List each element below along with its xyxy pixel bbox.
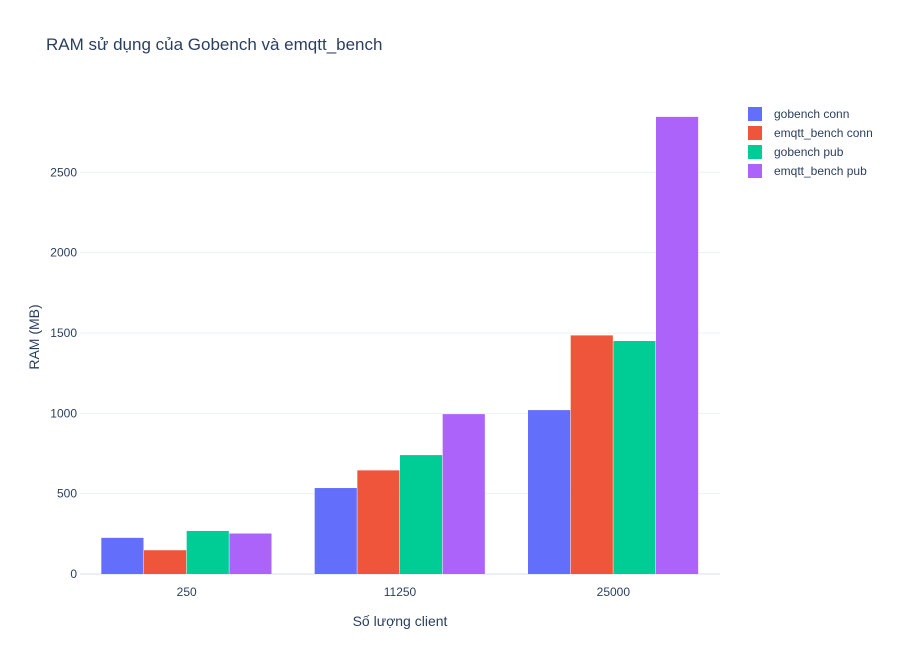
bar-gobench-conn-250[interactable] <box>101 537 144 574</box>
legend-label[interactable]: emqtt_bench pub <box>774 164 867 178</box>
legend-swatch[interactable] <box>748 107 762 121</box>
bar-gobench-pub-11250[interactable] <box>400 455 443 574</box>
chart-title: RAM sử dụng của Gobench và emqtt_bench <box>46 35 382 54</box>
legend-swatch[interactable] <box>748 164 762 178</box>
bar-gobench-pub-25000[interactable] <box>613 341 656 574</box>
x-tick-label: 250 <box>177 585 197 599</box>
bar-gobench-conn-25000[interactable] <box>528 410 571 574</box>
x-tick-label: 25000 <box>597 585 631 599</box>
bar-gobench-conn-11250[interactable] <box>314 488 357 574</box>
y-tick-label: 2000 <box>50 246 77 260</box>
legend-label[interactable]: gobench pub <box>774 145 844 159</box>
bar-emqtt-bench-conn-11250[interactable] <box>357 470 400 574</box>
legend-label[interactable]: gobench conn <box>774 107 849 121</box>
y-tick-label: 2500 <box>50 165 77 179</box>
legend-swatch[interactable] <box>748 145 762 159</box>
x-tick-label: 11250 <box>384 585 417 599</box>
legend: gobench conn emqtt_bench conn gobench pub e… <box>748 107 873 178</box>
y-tick-label: 1500 <box>50 326 77 340</box>
y-tick-label: 1000 <box>50 406 77 420</box>
bar-emqtt-bench-pub-250[interactable] <box>229 533 272 574</box>
y-tick-label: 0 <box>70 567 77 581</box>
legend-swatch[interactable] <box>748 126 762 140</box>
bar-emqtt-bench-conn-250[interactable] <box>144 550 187 574</box>
bars <box>101 116 699 574</box>
bar-emqtt-bench-pub-11250[interactable] <box>442 414 485 574</box>
bar-emqtt-bench-pub-25000[interactable] <box>656 116 699 574</box>
x-tick-labels: 250 11250 25000 <box>177 585 631 599</box>
bar-gobench-pub-250[interactable] <box>186 530 229 574</box>
y-tick-label: 500 <box>57 487 77 501</box>
y-tick-labels: 0 500 1000 1500 2000 2500 <box>50 165 77 581</box>
bar-emqtt-bench-conn-25000[interactable] <box>570 335 613 574</box>
y-axis-title: RAM (MB) <box>26 304 42 369</box>
x-axis-title: Số lượng client <box>353 613 448 629</box>
legend-label[interactable]: emqtt_bench conn <box>774 126 873 140</box>
